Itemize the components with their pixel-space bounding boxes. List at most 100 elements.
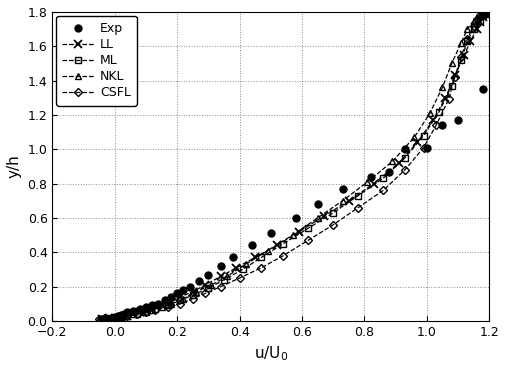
- ML: [355, 194, 361, 198]
- LL: [476, 20, 482, 24]
- CSFL: [109, 315, 115, 320]
- LL: [251, 255, 258, 260]
- ML: [280, 242, 286, 246]
- LL: [295, 229, 301, 234]
- Exp: [149, 303, 155, 308]
- Exp: [115, 313, 121, 318]
- CSFL: [445, 97, 451, 102]
- LL: [370, 181, 376, 186]
- LL: [130, 312, 136, 316]
- Line: CSFL: CSFL: [96, 9, 491, 322]
- ML: [457, 58, 463, 62]
- LL: [479, 15, 485, 19]
- CSFL: [457, 54, 463, 59]
- Exp: [180, 288, 186, 292]
- Exp: [99, 317, 105, 322]
- ML: [165, 303, 171, 308]
- NKL: [139, 310, 145, 314]
- ML: [142, 310, 148, 314]
- ML: [99, 317, 105, 322]
- LL: [158, 303, 164, 308]
- Exp: [454, 118, 460, 122]
- Exp: [102, 316, 108, 320]
- ML: [485, 10, 491, 14]
- NKL: [389, 159, 395, 164]
- Exp: [161, 298, 167, 303]
- Exp: [438, 123, 444, 127]
- LL: [473, 27, 479, 31]
- NKL: [96, 317, 102, 322]
- ML: [177, 298, 183, 303]
- ML: [420, 133, 426, 138]
- LL: [112, 315, 118, 320]
- NKL: [457, 41, 463, 45]
- LL: [467, 39, 473, 43]
- ML: [305, 226, 311, 231]
- Exp: [124, 310, 130, 314]
- Exp: [292, 216, 298, 220]
- NKL: [180, 296, 186, 301]
- NKL: [109, 315, 115, 320]
- LL: [395, 161, 401, 165]
- NKL: [102, 316, 108, 320]
- Exp: [195, 279, 201, 284]
- CSFL: [96, 317, 102, 322]
- NKL: [438, 85, 444, 90]
- NKL: [411, 135, 417, 139]
- CSFL: [420, 145, 426, 150]
- LL: [136, 310, 142, 314]
- LL: [460, 53, 466, 57]
- ML: [239, 267, 245, 272]
- CSFL: [482, 11, 488, 15]
- ML: [124, 313, 130, 318]
- Exp: [121, 312, 127, 316]
- NKL: [121, 313, 127, 318]
- ML: [401, 156, 407, 160]
- NKL: [192, 290, 198, 294]
- LL: [441, 95, 447, 100]
- ML: [329, 211, 335, 215]
- ML: [448, 84, 454, 88]
- NKL: [476, 13, 482, 18]
- ML: [464, 39, 470, 43]
- Exp: [217, 264, 223, 268]
- NKL: [264, 248, 270, 253]
- NKL: [426, 111, 432, 115]
- ML: [118, 314, 124, 319]
- CSFL: [329, 223, 335, 227]
- LL: [485, 10, 491, 14]
- NKL: [448, 61, 454, 65]
- Y-axis label: y/h: y/h: [7, 155, 22, 178]
- LL: [189, 290, 195, 294]
- CSFL: [379, 188, 385, 193]
- CSFL: [464, 37, 470, 42]
- Exp: [155, 302, 161, 306]
- CSFL: [189, 296, 195, 301]
- LL: [99, 317, 105, 322]
- CSFL: [102, 316, 108, 320]
- NKL: [464, 27, 470, 31]
- ML: [189, 293, 195, 297]
- ML: [133, 312, 139, 316]
- ML: [112, 315, 118, 320]
- Exp: [118, 313, 124, 317]
- Exp: [423, 145, 429, 150]
- Exp: [367, 175, 373, 179]
- CSFL: [476, 13, 482, 18]
- CSFL: [258, 266, 264, 270]
- ML: [479, 13, 485, 18]
- Exp: [267, 231, 273, 236]
- CSFL: [217, 285, 223, 289]
- CSFL: [451, 75, 457, 80]
- ML: [221, 278, 227, 282]
- CSFL: [432, 123, 438, 127]
- CSFL: [202, 291, 208, 296]
- NKL: [208, 283, 214, 287]
- CSFL: [165, 305, 171, 309]
- NKL: [289, 233, 295, 237]
- Exp: [401, 147, 407, 151]
- Exp: [479, 87, 485, 91]
- Exp: [168, 295, 174, 299]
- LL: [233, 266, 239, 270]
- LL: [177, 295, 183, 299]
